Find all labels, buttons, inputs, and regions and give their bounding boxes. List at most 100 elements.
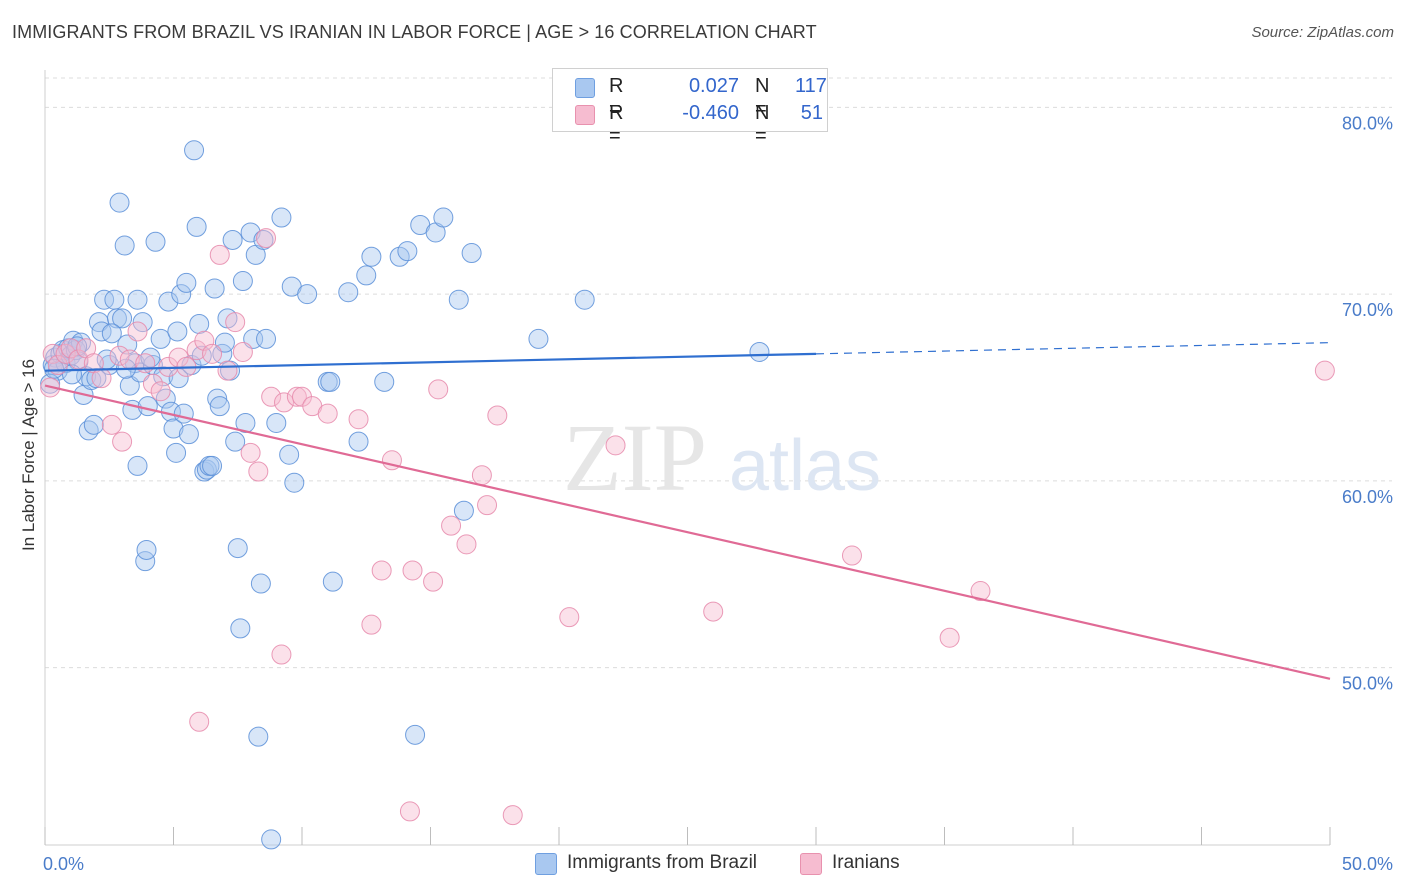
data-point-brazil — [271, 207, 292, 228]
data-point-brazil — [166, 442, 187, 463]
series-iran-points — [40, 228, 1335, 826]
data-point-brazil — [91, 321, 112, 342]
data-point-brazil — [348, 431, 369, 452]
legend-r-value: 0.027 — [688, 75, 739, 97]
data-point-iran — [471, 465, 492, 486]
data-point-iran — [261, 386, 282, 407]
y-axis-label: In Labor Force | Age > 16 — [19, 359, 38, 551]
data-point-brazil — [94, 289, 115, 310]
tick-labels: 50.0% 60.0% 70.0% 80.0% 0.0% 50.0% — [43, 113, 1393, 874]
data-point-brazil — [163, 418, 184, 439]
data-point-brazil — [207, 388, 228, 409]
bottom-legend-label-brazil: Immigrants from Brazil — [567, 852, 758, 873]
trend-lines — [44, 342, 1331, 680]
data-point-brazil — [173, 403, 194, 424]
y-tick-label: 60.0% — [1342, 487, 1393, 507]
data-point-iran — [232, 341, 253, 362]
watermark: ZIP atlas — [563, 404, 881, 511]
data-point-iran — [402, 560, 423, 581]
data-point-iran — [477, 495, 498, 516]
data-point-brazil — [101, 323, 122, 344]
bottom-legend-label-iran: Iranians — [832, 852, 900, 873]
y-tick-label: 70.0% — [1342, 300, 1393, 320]
data-point-iran — [209, 244, 230, 265]
data-point-brazil — [248, 726, 269, 747]
data-point-brazil — [574, 289, 595, 310]
data-point-brazil — [137, 396, 158, 417]
watermark-zip: ZIP — [563, 404, 707, 511]
data-point-iran — [841, 545, 862, 566]
bottom-legend-swatch-iran — [800, 853, 822, 875]
data-point-iran — [348, 409, 369, 430]
chart-source: Source: ZipAtlas.com — [1251, 24, 1394, 41]
data-point-brazil — [158, 291, 179, 312]
data-point-brazil — [448, 289, 469, 310]
trend-line-brazil — [44, 352, 817, 372]
data-point-brazil — [232, 271, 253, 292]
data-point-brazil — [184, 140, 205, 161]
data-point-brazil — [127, 455, 148, 476]
data-point-brazil — [338, 282, 359, 303]
data-point-brazil — [374, 371, 395, 392]
data-point-brazil — [297, 284, 318, 305]
data-point-iran — [703, 601, 724, 622]
data-point-iran — [399, 801, 420, 822]
legend-n-value: 51 — [800, 102, 823, 124]
data-point-brazil — [136, 539, 157, 560]
data-point-iran — [101, 414, 122, 435]
data-point-iran — [225, 312, 246, 333]
y-tick-label: 50.0% — [1342, 674, 1393, 694]
data-point-brazil — [214, 332, 235, 353]
data-point-brazil — [178, 424, 199, 445]
data-point-iran — [559, 607, 580, 628]
data-point-brazil — [189, 313, 210, 334]
axes — [44, 70, 1331, 846]
data-point-brazil — [256, 328, 277, 349]
data-point-iran — [189, 711, 210, 732]
x-tick-label: 0.0% — [43, 854, 84, 874]
data-point-brazil — [109, 192, 130, 213]
data-point-brazil — [222, 229, 243, 250]
data-point-brazil — [153, 366, 174, 387]
data-point-brazil — [106, 308, 127, 329]
data-point-brazil — [202, 455, 223, 476]
data-point-iran — [1314, 360, 1335, 381]
data-point-brazil — [433, 207, 454, 228]
data-point-iran — [142, 373, 163, 394]
trend-line-brazil-projection — [815, 342, 1331, 355]
data-point-iran — [371, 560, 392, 581]
data-point-brazil — [176, 272, 197, 293]
data-point-brazil — [322, 571, 343, 592]
data-point-brazil — [453, 500, 474, 521]
data-point-iran — [605, 435, 626, 456]
data-point-brazil — [167, 321, 188, 342]
legend-swatch-brazil — [575, 78, 595, 98]
data-point-brazil — [284, 472, 305, 493]
data-point-iran — [274, 392, 295, 413]
data-point-brazil — [127, 289, 148, 310]
data-point-iran — [256, 228, 277, 249]
data-point-brazil — [227, 538, 248, 559]
data-point-iran — [456, 534, 477, 555]
data-point-brazil — [132, 312, 153, 333]
data-point-iran — [202, 343, 223, 364]
y-tick-label: 80.0% — [1342, 113, 1393, 133]
data-point-brazil — [104, 289, 125, 310]
data-point-brazil — [320, 371, 341, 392]
data-point-iran — [135, 353, 156, 374]
legend-r-value: -0.460 — [682, 102, 739, 124]
legend-swatch-iran — [575, 105, 595, 125]
data-point-iran — [91, 368, 112, 389]
data-point-brazil — [461, 243, 482, 264]
legend-r-label: R = — [609, 75, 624, 120]
data-point-brazil — [261, 829, 282, 850]
data-point-brazil — [230, 618, 251, 639]
data-point-brazil — [405, 724, 426, 745]
data-point-iran — [150, 381, 171, 402]
data-point-iran — [271, 644, 292, 665]
data-point-iran — [60, 338, 81, 359]
data-point-brazil — [112, 308, 133, 329]
x-tick-label: 50.0% — [1342, 854, 1393, 874]
grid-lines — [45, 77, 1392, 669]
